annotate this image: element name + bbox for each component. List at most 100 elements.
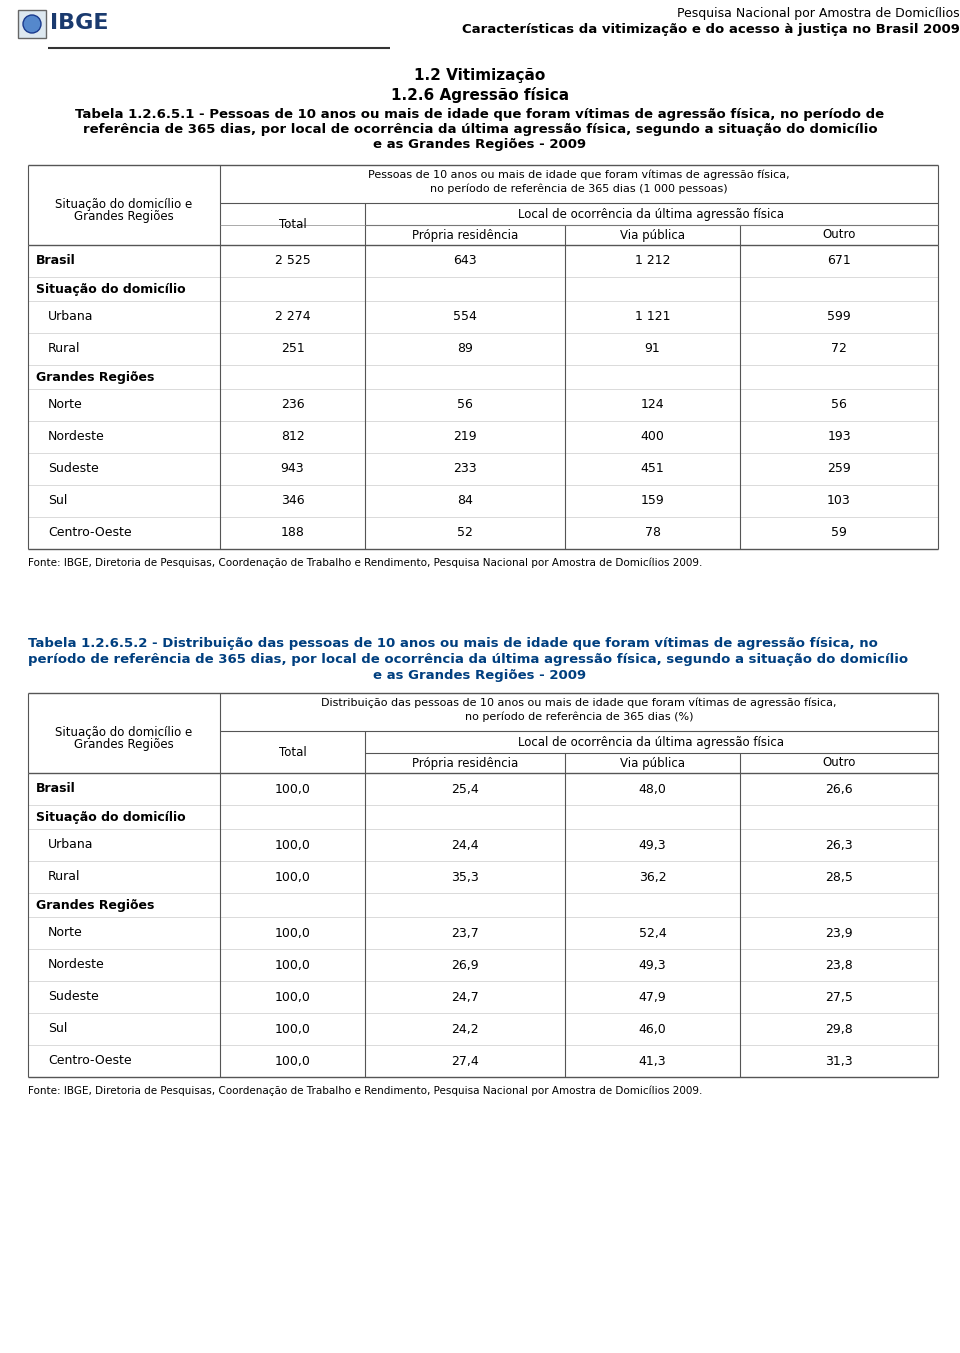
Text: 91: 91: [644, 342, 660, 356]
Text: 100,0: 100,0: [275, 927, 310, 939]
Text: Pesquisa Nacional por Amostra de Domicílios: Pesquisa Nacional por Amostra de Domicíl…: [678, 7, 960, 20]
Text: 1 212: 1 212: [635, 254, 670, 268]
Text: 26,9: 26,9: [451, 958, 479, 971]
Text: 193: 193: [828, 430, 851, 444]
Text: Urbana: Urbana: [48, 310, 93, 323]
FancyBboxPatch shape: [18, 9, 46, 38]
Text: Tabela 1.2.6.5.1 - Pessoas de 10 anos ou mais de idade que foram vítimas de agre: Tabela 1.2.6.5.1 - Pessoas de 10 anos ou…: [76, 108, 884, 120]
Text: 1.2.6 Agressão física: 1.2.6 Agressão física: [391, 87, 569, 103]
Text: 100,0: 100,0: [275, 839, 310, 851]
Text: Nordeste: Nordeste: [48, 430, 105, 444]
Text: 72: 72: [831, 342, 847, 356]
Text: no período de referência de 365 dias (1 000 pessoas): no período de referência de 365 dias (1 …: [430, 183, 728, 193]
Text: Sudeste: Sudeste: [48, 990, 99, 1004]
Text: 27,4: 27,4: [451, 1054, 479, 1068]
Text: Situação do domicílio: Situação do domicílio: [36, 283, 185, 295]
Text: 59: 59: [831, 526, 847, 540]
FancyBboxPatch shape: [18, 9, 46, 38]
Text: 46,0: 46,0: [638, 1023, 666, 1035]
Text: 78: 78: [644, 526, 660, 540]
Text: 24,7: 24,7: [451, 990, 479, 1004]
Text: 25,4: 25,4: [451, 782, 479, 796]
Text: no período de referência de 365 dias (%): no período de referência de 365 dias (%): [465, 710, 693, 721]
Text: Nordeste: Nordeste: [48, 958, 105, 971]
Text: 49,3: 49,3: [638, 839, 666, 851]
Text: Distribuição das pessoas de 10 anos ou mais de idade que foram vítimas de agress: Distribuição das pessoas de 10 anos ou m…: [322, 698, 837, 709]
Text: Grandes Regiões: Grandes Regiões: [74, 210, 174, 223]
Text: Norte: Norte: [48, 399, 83, 411]
Text: Brasil: Brasil: [36, 254, 76, 268]
Text: 124: 124: [640, 399, 664, 411]
Text: 554: 554: [453, 310, 477, 323]
Text: 26,3: 26,3: [826, 839, 852, 851]
Ellipse shape: [23, 15, 41, 32]
Text: 233: 233: [453, 463, 477, 475]
Text: 28,5: 28,5: [825, 870, 852, 884]
Text: 31,3: 31,3: [826, 1054, 852, 1068]
Text: 1.2 Vitimização: 1.2 Vitimização: [415, 68, 545, 83]
Text: 100,0: 100,0: [275, 1023, 310, 1035]
Text: 346: 346: [280, 494, 304, 507]
Text: 84: 84: [457, 494, 473, 507]
Text: 47,9: 47,9: [638, 990, 666, 1004]
Text: 2 274: 2 274: [275, 310, 310, 323]
Text: 41,3: 41,3: [638, 1054, 666, 1068]
Text: Grandes Regiões: Grandes Regiões: [74, 737, 174, 751]
Text: Situação do domicílio e: Situação do domicílio e: [56, 727, 193, 739]
Text: Rural: Rural: [48, 870, 81, 884]
Text: Características da vitimização e do acesso à justiça no Brasil 2009: Características da vitimização e do aces…: [462, 23, 960, 37]
Text: referência de 365 dias, por local de ocorrência da última agressão física, segun: referência de 365 dias, por local de oco…: [83, 123, 877, 137]
Text: 35,3: 35,3: [451, 870, 479, 884]
Text: 2 525: 2 525: [275, 254, 310, 268]
Text: Situação do domicílio e: Situação do domicílio e: [56, 198, 193, 211]
Text: 27,5: 27,5: [825, 990, 852, 1004]
Text: 236: 236: [280, 399, 304, 411]
Text: Total: Total: [278, 218, 306, 230]
Text: 24,2: 24,2: [451, 1023, 479, 1035]
Text: Centro-Oeste: Centro-Oeste: [48, 526, 132, 540]
Text: 103: 103: [828, 494, 851, 507]
Text: 812: 812: [280, 430, 304, 444]
Text: Grandes Regiões: Grandes Regiões: [36, 371, 155, 383]
Text: 451: 451: [640, 463, 664, 475]
Text: Centro-Oeste: Centro-Oeste: [48, 1054, 132, 1068]
Text: 643: 643: [453, 254, 477, 268]
Text: 89: 89: [457, 342, 473, 356]
Text: 49,3: 49,3: [638, 958, 666, 971]
Text: Fonte: IBGE, Diretoria de Pesquisas, Coordenação de Trabalho e Rendimento, Pesqu: Fonte: IBGE, Diretoria de Pesquisas, Coo…: [28, 1086, 703, 1096]
Text: Tabela 1.2.6.5.2 - Distribuição das pessoas de 10 anos ou mais de idade que fora: Tabela 1.2.6.5.2 - Distribuição das pess…: [28, 637, 877, 649]
Text: 23,7: 23,7: [451, 927, 479, 939]
Text: 188: 188: [280, 526, 304, 540]
Text: 23,8: 23,8: [826, 958, 852, 971]
Text: Grandes Regiões: Grandes Regiões: [36, 898, 155, 912]
Text: Sul: Sul: [48, 494, 67, 507]
Text: 36,2: 36,2: [638, 870, 666, 884]
Text: Local de ocorrência da última agressão física: Local de ocorrência da última agressão f…: [518, 736, 784, 750]
Text: 100,0: 100,0: [275, 990, 310, 1004]
Text: 52: 52: [457, 526, 473, 540]
Text: Outro: Outro: [823, 229, 855, 241]
Text: 23,9: 23,9: [826, 927, 852, 939]
Text: Brasil: Brasil: [36, 782, 76, 796]
Text: 56: 56: [831, 399, 847, 411]
Text: 943: 943: [280, 463, 304, 475]
Text: 29,8: 29,8: [826, 1023, 852, 1035]
Text: Total: Total: [278, 746, 306, 759]
Text: 100,0: 100,0: [275, 958, 310, 971]
Text: Fonte: IBGE, Diretoria de Pesquisas, Coordenação de Trabalho e Rendimento, Pesqu: Fonte: IBGE, Diretoria de Pesquisas, Coo…: [28, 557, 703, 568]
Text: Via pública: Via pública: [620, 229, 685, 241]
Text: e as Grandes Regiões - 2009: e as Grandes Regiões - 2009: [373, 138, 587, 152]
Text: Norte: Norte: [48, 927, 83, 939]
Text: 400: 400: [640, 430, 664, 444]
Text: 219: 219: [453, 430, 477, 444]
Text: 100,0: 100,0: [275, 782, 310, 796]
Text: Local de ocorrência da última agressão física: Local de ocorrência da última agressão f…: [518, 208, 784, 221]
Text: 24,4: 24,4: [451, 839, 479, 851]
Text: Via pública: Via pública: [620, 756, 685, 770]
Text: 159: 159: [640, 494, 664, 507]
Text: 100,0: 100,0: [275, 870, 310, 884]
Text: 259: 259: [828, 463, 851, 475]
Text: Pessoas de 10 anos ou mais de idade que foram vítimas de agressão física,: Pessoas de 10 anos ou mais de idade que …: [369, 170, 790, 180]
Text: 671: 671: [828, 254, 851, 268]
Text: 48,0: 48,0: [638, 782, 666, 796]
